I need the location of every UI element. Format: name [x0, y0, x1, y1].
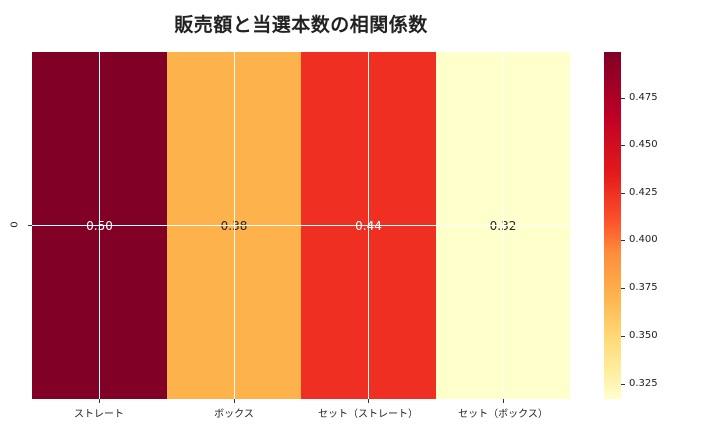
colorbar-tick-label: 0.375 [629, 282, 658, 293]
colorbar-tick-label: 0.475 [629, 92, 658, 103]
colorbar-tick [621, 240, 625, 241]
x-tick [503, 399, 504, 403]
colorbar-tick [621, 145, 625, 146]
colorbar-tick [621, 336, 625, 337]
x-tick [234, 399, 235, 403]
grid-line [32, 225, 570, 226]
x-tick-label: ストレート [74, 409, 124, 420]
y-tick-label: 0 [9, 221, 21, 228]
x-tick-label: ボックス [214, 409, 254, 420]
colorbar-tick [621, 288, 625, 289]
colorbar-tick-label: 0.350 [629, 330, 658, 341]
chart-title: 販売額と当選本数の相関係数 [174, 14, 428, 36]
heatmap-plot-area: 0.50 0.38 0.44 0.32 [32, 52, 570, 399]
x-tick-label: セット（ストレート） [318, 409, 418, 420]
x-tick [99, 399, 100, 403]
colorbar-tick [621, 384, 625, 385]
colorbar-tick-label: 0.325 [629, 378, 658, 389]
x-tick-label: セット（ボックス） [458, 409, 548, 420]
colorbar-tick-label: 0.450 [629, 139, 658, 150]
colorbar-tick-label: 0.400 [629, 234, 658, 245]
colorbar-tick [621, 193, 625, 194]
y-tick [28, 225, 32, 226]
colorbar-tick [621, 98, 625, 99]
colorbar-tick-label: 0.425 [629, 187, 658, 198]
x-tick [368, 399, 369, 403]
colorbar [604, 52, 621, 399]
